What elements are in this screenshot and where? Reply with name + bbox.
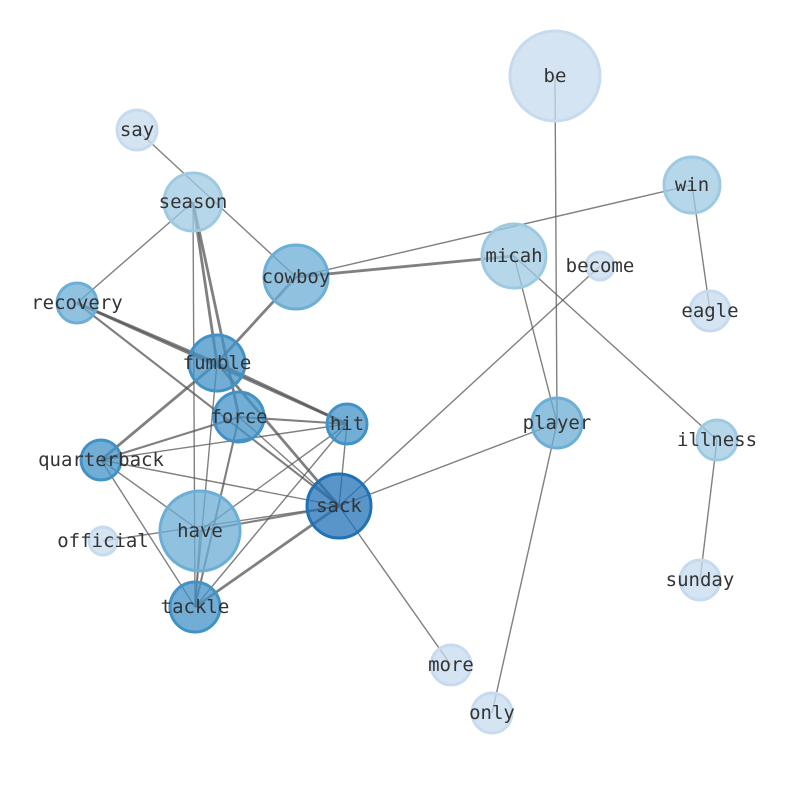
node-label-become: become — [566, 255, 635, 277]
node-official[interactable] — [87, 525, 119, 557]
node-only[interactable] — [470, 691, 514, 735]
node-label-cowboy: cowboy — [262, 266, 331, 288]
node-more[interactable] — [429, 643, 473, 687]
node-label-illness: illness — [677, 429, 757, 451]
node-label-eagle: eagle — [681, 300, 738, 322]
node-label-say: say — [120, 119, 154, 141]
node-sunday[interactable] — [678, 558, 722, 602]
node-quarterback[interactable] — [79, 438, 123, 482]
node-label-sunday: sunday — [666, 569, 735, 591]
edge-quarterback-sack — [100, 459, 340, 507]
node-illness[interactable] — [695, 418, 739, 462]
node-say[interactable] — [115, 108, 159, 152]
node-label-sack: sack — [316, 495, 362, 517]
node-label-fumble: fumble — [183, 352, 252, 374]
node-label-be: be — [544, 65, 567, 87]
node-eagle[interactable] — [688, 289, 732, 333]
node-label-win: win — [675, 174, 709, 196]
node-label-have: have — [177, 520, 223, 542]
node-have[interactable] — [158, 489, 242, 573]
edge-quarterback-tackle — [100, 459, 196, 608]
node-label-official: official — [57, 530, 149, 552]
node-tackle[interactable] — [168, 580, 222, 634]
edge-sack-player — [338, 422, 558, 507]
node-cowboy[interactable] — [262, 243, 330, 311]
node-fumble[interactable] — [187, 333, 247, 393]
edge-player-only — [491, 422, 558, 714]
node-sack[interactable] — [305, 472, 373, 540]
node-player[interactable] — [530, 396, 584, 450]
node-label-force: force — [210, 406, 267, 428]
edge-sack-become — [338, 265, 601, 507]
edge-illness-sunday — [699, 439, 718, 581]
edge-recovery-sack — [76, 302, 340, 507]
node-label-recovery: recovery — [31, 292, 123, 314]
node-label-more: more — [428, 654, 474, 676]
node-label-only: only — [469, 702, 515, 724]
node-season[interactable] — [162, 171, 224, 233]
node-label-tackle: tackle — [161, 596, 230, 618]
edge-hit-quarterback — [100, 423, 348, 461]
node-force[interactable] — [212, 390, 266, 444]
edge-cowboy-micah — [295, 254, 515, 279]
node-micah[interactable] — [480, 222, 548, 290]
edge-be-player — [554, 75, 558, 424]
node-label-player: player — [523, 412, 592, 434]
node-become[interactable] — [584, 250, 616, 282]
node-be[interactable] — [508, 29, 602, 123]
node-win[interactable] — [662, 155, 722, 215]
node-label-micah: micah — [485, 245, 542, 267]
node-label-hit: hit — [330, 413, 364, 435]
node-label-quarterback: quarterback — [38, 449, 164, 471]
node-recovery[interactable] — [55, 281, 99, 325]
node-hit[interactable] — [325, 402, 369, 446]
node-label-season: season — [159, 191, 228, 213]
edge-micah-illness — [513, 255, 718, 441]
